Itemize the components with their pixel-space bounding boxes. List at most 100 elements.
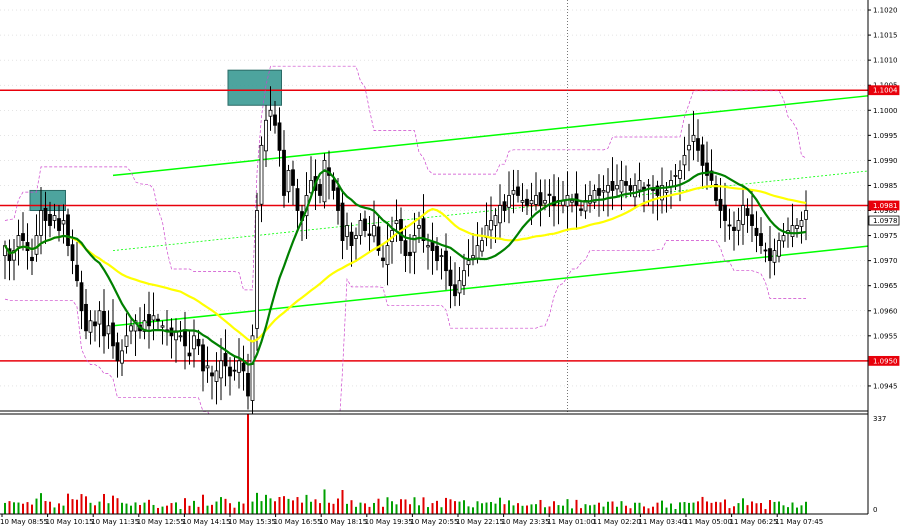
candle-body xyxy=(147,314,151,327)
candle-body xyxy=(687,144,691,151)
time-tick-label: 10 May 23:35 xyxy=(502,518,550,526)
candle-body xyxy=(619,180,624,193)
candle xyxy=(151,292,156,341)
candle xyxy=(282,130,286,208)
candle xyxy=(255,192,259,351)
candle-body xyxy=(331,179,336,191)
candle-body xyxy=(444,250,448,272)
candle-body xyxy=(349,231,354,246)
candle xyxy=(264,105,268,168)
candle xyxy=(246,353,250,410)
candle xyxy=(538,179,543,227)
candle xyxy=(768,226,772,279)
price-tick-label: 1.1015 xyxy=(873,32,898,40)
candle xyxy=(579,199,583,217)
candle-body xyxy=(754,227,759,236)
price-tick-label: 1.1010 xyxy=(873,57,898,65)
candle-body xyxy=(79,282,84,312)
candle-body xyxy=(201,344,205,372)
candle xyxy=(597,174,601,217)
candle xyxy=(147,291,151,349)
candle-body xyxy=(115,342,120,362)
candle-body xyxy=(93,321,97,327)
candle-body xyxy=(345,225,349,237)
candle xyxy=(799,211,804,244)
candle-body xyxy=(237,360,241,373)
candle xyxy=(502,194,507,223)
price-tick-label: 1.0965 xyxy=(873,282,898,290)
candle-body xyxy=(723,204,727,221)
volume-max-label: 337 xyxy=(873,415,886,423)
candle-body xyxy=(291,169,295,186)
candle xyxy=(111,299,115,359)
candle-body xyxy=(525,198,529,206)
price-flag-box xyxy=(868,355,900,366)
time-tick-label: 10 May 18:15 xyxy=(319,518,367,526)
candle-body xyxy=(759,233,763,246)
price-flag-label: 1.0978 xyxy=(873,217,898,225)
candle xyxy=(196,329,201,356)
candle-body xyxy=(187,352,192,357)
candle xyxy=(21,212,25,251)
candle-body xyxy=(772,250,777,263)
candle xyxy=(412,212,417,275)
candle xyxy=(210,365,214,400)
candle-body xyxy=(430,242,435,252)
candle-body xyxy=(277,122,282,151)
candle-body xyxy=(376,226,381,252)
candle xyxy=(61,204,66,244)
candle-body xyxy=(547,193,552,196)
candle xyxy=(259,136,264,223)
candle-body xyxy=(655,185,660,196)
candle-body xyxy=(538,192,543,206)
candle-body xyxy=(408,251,412,257)
candle-body xyxy=(363,218,367,231)
candle-body xyxy=(385,245,390,266)
candle xyxy=(781,223,786,248)
candle xyxy=(372,200,376,243)
candle-body xyxy=(597,188,601,196)
candle-body xyxy=(219,360,223,379)
time-tick-label: 11 May 05:00 xyxy=(684,518,732,526)
price-flag-label: 1.0981 xyxy=(873,202,898,210)
candle-body xyxy=(750,214,754,226)
candle xyxy=(120,339,124,376)
candle-body xyxy=(318,184,322,196)
candle-body xyxy=(637,180,642,191)
candle xyxy=(790,203,795,248)
candle-body xyxy=(52,215,57,221)
candle-body xyxy=(48,213,52,226)
time-tick-label: 11 May 01:00 xyxy=(547,518,595,526)
candle-body xyxy=(111,322,115,347)
candle-body xyxy=(309,180,313,194)
candle xyxy=(295,178,300,229)
volume-zero-label: 0 xyxy=(873,506,877,514)
candle xyxy=(291,160,295,205)
candle-body xyxy=(480,240,484,252)
price-tick-label: 1.0990 xyxy=(873,157,898,165)
time-tick-label: 10 May 10:15 xyxy=(46,518,94,526)
candle-body xyxy=(16,235,21,248)
candle xyxy=(457,266,462,306)
candle-body xyxy=(660,185,664,201)
candle-body xyxy=(192,335,196,350)
candle-body xyxy=(88,320,93,333)
candle-body xyxy=(97,310,102,325)
candle-body xyxy=(214,370,219,382)
candle-body xyxy=(615,185,619,190)
candle xyxy=(516,169,520,203)
time-tick-label: 10 May 08:55 xyxy=(0,518,48,526)
candle xyxy=(624,165,628,199)
candle-body xyxy=(34,235,39,255)
candle xyxy=(480,227,484,257)
candle xyxy=(660,167,664,214)
candle-body xyxy=(403,240,408,257)
candle-body xyxy=(543,200,547,204)
candle xyxy=(349,222,354,267)
envelope-upper-line xyxy=(4,65,807,291)
candle-body xyxy=(475,245,480,259)
candle-body xyxy=(453,284,457,297)
candle-body xyxy=(691,134,696,142)
candle-body xyxy=(223,353,228,367)
price-tick-label: 1.0955 xyxy=(873,332,898,340)
